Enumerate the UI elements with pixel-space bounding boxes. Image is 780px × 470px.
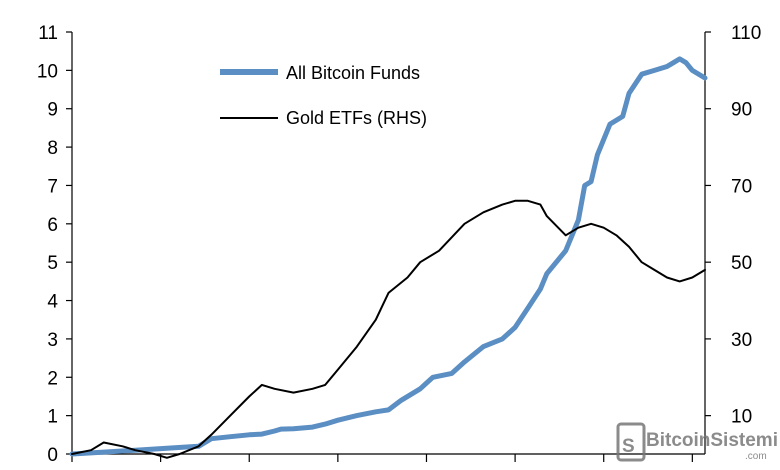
left-tick-label-11: 11	[38, 23, 58, 44]
right-axis-ticks: 10 30 50 70 90 110	[705, 23, 761, 428]
watermark-sub: .com	[745, 451, 767, 462]
watermark-text: BitcoinSistemi	[646, 430, 778, 451]
left-tick-label-7: 7	[47, 176, 58, 197]
right-tick-label-90: 90	[731, 100, 752, 121]
series-line-gold-etfs	[71, 199, 706, 459]
legend-label-bitcoin: All Bitcoin Funds	[286, 63, 420, 83]
right-tick-label-110: 110	[731, 23, 761, 44]
watermark: S BitcoinSistemi .com	[616, 422, 778, 462]
legend: All Bitcoin Funds Gold ETFs (RHS)	[220, 63, 427, 128]
left-tick-label-8: 8	[47, 138, 58, 159]
axes	[71, 32, 706, 462]
left-tick-label-6: 6	[47, 215, 58, 236]
left-tick-label-4: 4	[47, 292, 58, 313]
right-tick-label-70: 70	[731, 176, 752, 197]
right-tick-label-10: 10	[731, 407, 752, 428]
left-tick-label-3: 3	[47, 330, 58, 351]
series-layer	[69, 56, 708, 459]
series-line-all-bitcoin-funds	[69, 56, 708, 457]
left-tick-label-5: 5	[47, 253, 58, 274]
right-tick-label-50: 50	[731, 253, 752, 274]
legend-label-gold: Gold ETFs (RHS)	[286, 108, 427, 128]
left-tick-label-2: 2	[47, 368, 58, 389]
left-tick-label-10: 10	[37, 61, 58, 82]
svg-text:S: S	[622, 436, 635, 457]
left-tick-label-0: 0	[47, 445, 58, 466]
right-tick-label-30: 30	[731, 330, 752, 351]
left-tick-label-9: 9	[47, 100, 58, 121]
left-axis-ticks: 0 1 2 3 4 5 6 7 8 9 10 11	[37, 23, 72, 466]
left-tick-label-1: 1	[47, 407, 58, 428]
bitcoin-s-logo-icon: S	[616, 422, 646, 462]
